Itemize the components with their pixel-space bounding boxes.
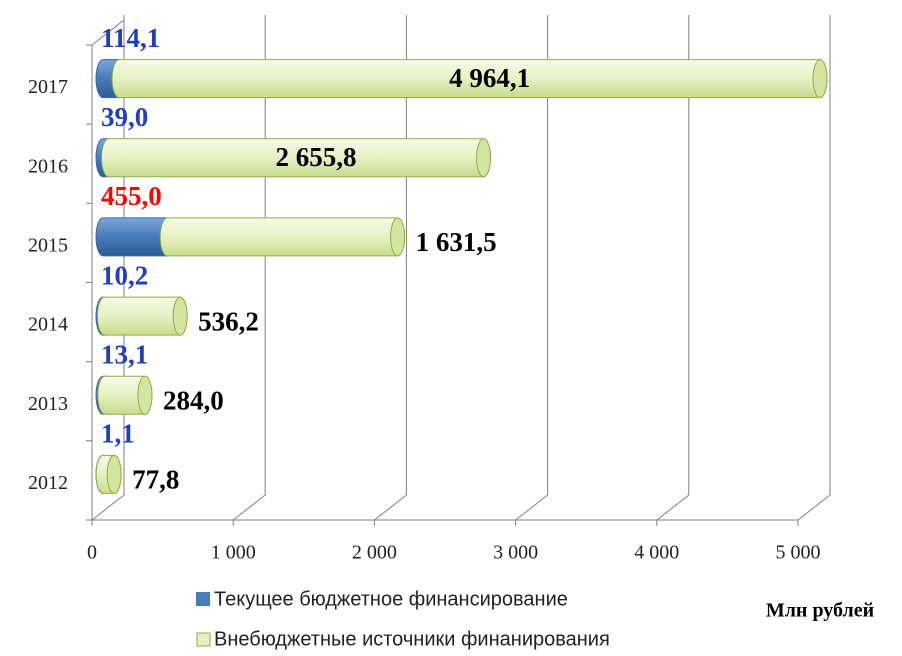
legend-label: Внебюджетные источники финанирования	[214, 628, 610, 650]
y-tick-label: 2017	[28, 76, 68, 98]
x-tick-label: 5 000	[776, 542, 821, 564]
data-label: 114,1	[101, 23, 160, 53]
y-tick-label: 2016	[28, 155, 68, 177]
grid-line	[515, 15, 549, 521]
bar-cap	[476, 138, 492, 178]
data-label: 13,1	[101, 339, 148, 369]
data-label: 4 964,1	[449, 63, 530, 93]
x-tick-label: 0	[87, 542, 97, 564]
bar-cap	[390, 217, 406, 257]
y-tick-label: 2015	[28, 235, 68, 257]
legend-label: Текущее бюджетное финансирование	[214, 588, 568, 610]
grid-line	[797, 15, 831, 521]
bar	[159, 217, 406, 257]
x-tick-label: 3 000	[493, 542, 538, 564]
bar-cap	[106, 454, 122, 494]
data-label: 77,8	[132, 465, 179, 495]
data-label: 1 631,5	[416, 227, 497, 257]
bar-cap	[137, 375, 153, 415]
y-tick-label: 2012	[28, 472, 68, 494]
data-label: 455,0	[101, 181, 162, 211]
data-label: 536,2	[198, 306, 259, 336]
bar-cap	[172, 296, 188, 336]
x-tick-label: 1 000	[211, 542, 256, 564]
data-label: 39,0	[101, 102, 148, 132]
y-tick-label: 2014	[28, 314, 68, 336]
x-tick-label: 4 000	[634, 542, 679, 564]
data-label: 10,2	[101, 260, 148, 290]
x-tick-label: 2 000	[352, 542, 397, 564]
bar-cap	[812, 59, 828, 99]
y-tick-label: 2013	[28, 393, 68, 415]
data-label: 2 655,8	[276, 142, 357, 172]
data-label: 1,1	[101, 419, 135, 449]
axis	[91, 19, 125, 46]
grid-line	[656, 15, 690, 521]
legend-swatch	[196, 592, 210, 606]
data-label: 284,0	[163, 385, 224, 415]
unit-label: Млн рублей	[766, 600, 874, 622]
legend-swatch	[196, 632, 211, 647]
